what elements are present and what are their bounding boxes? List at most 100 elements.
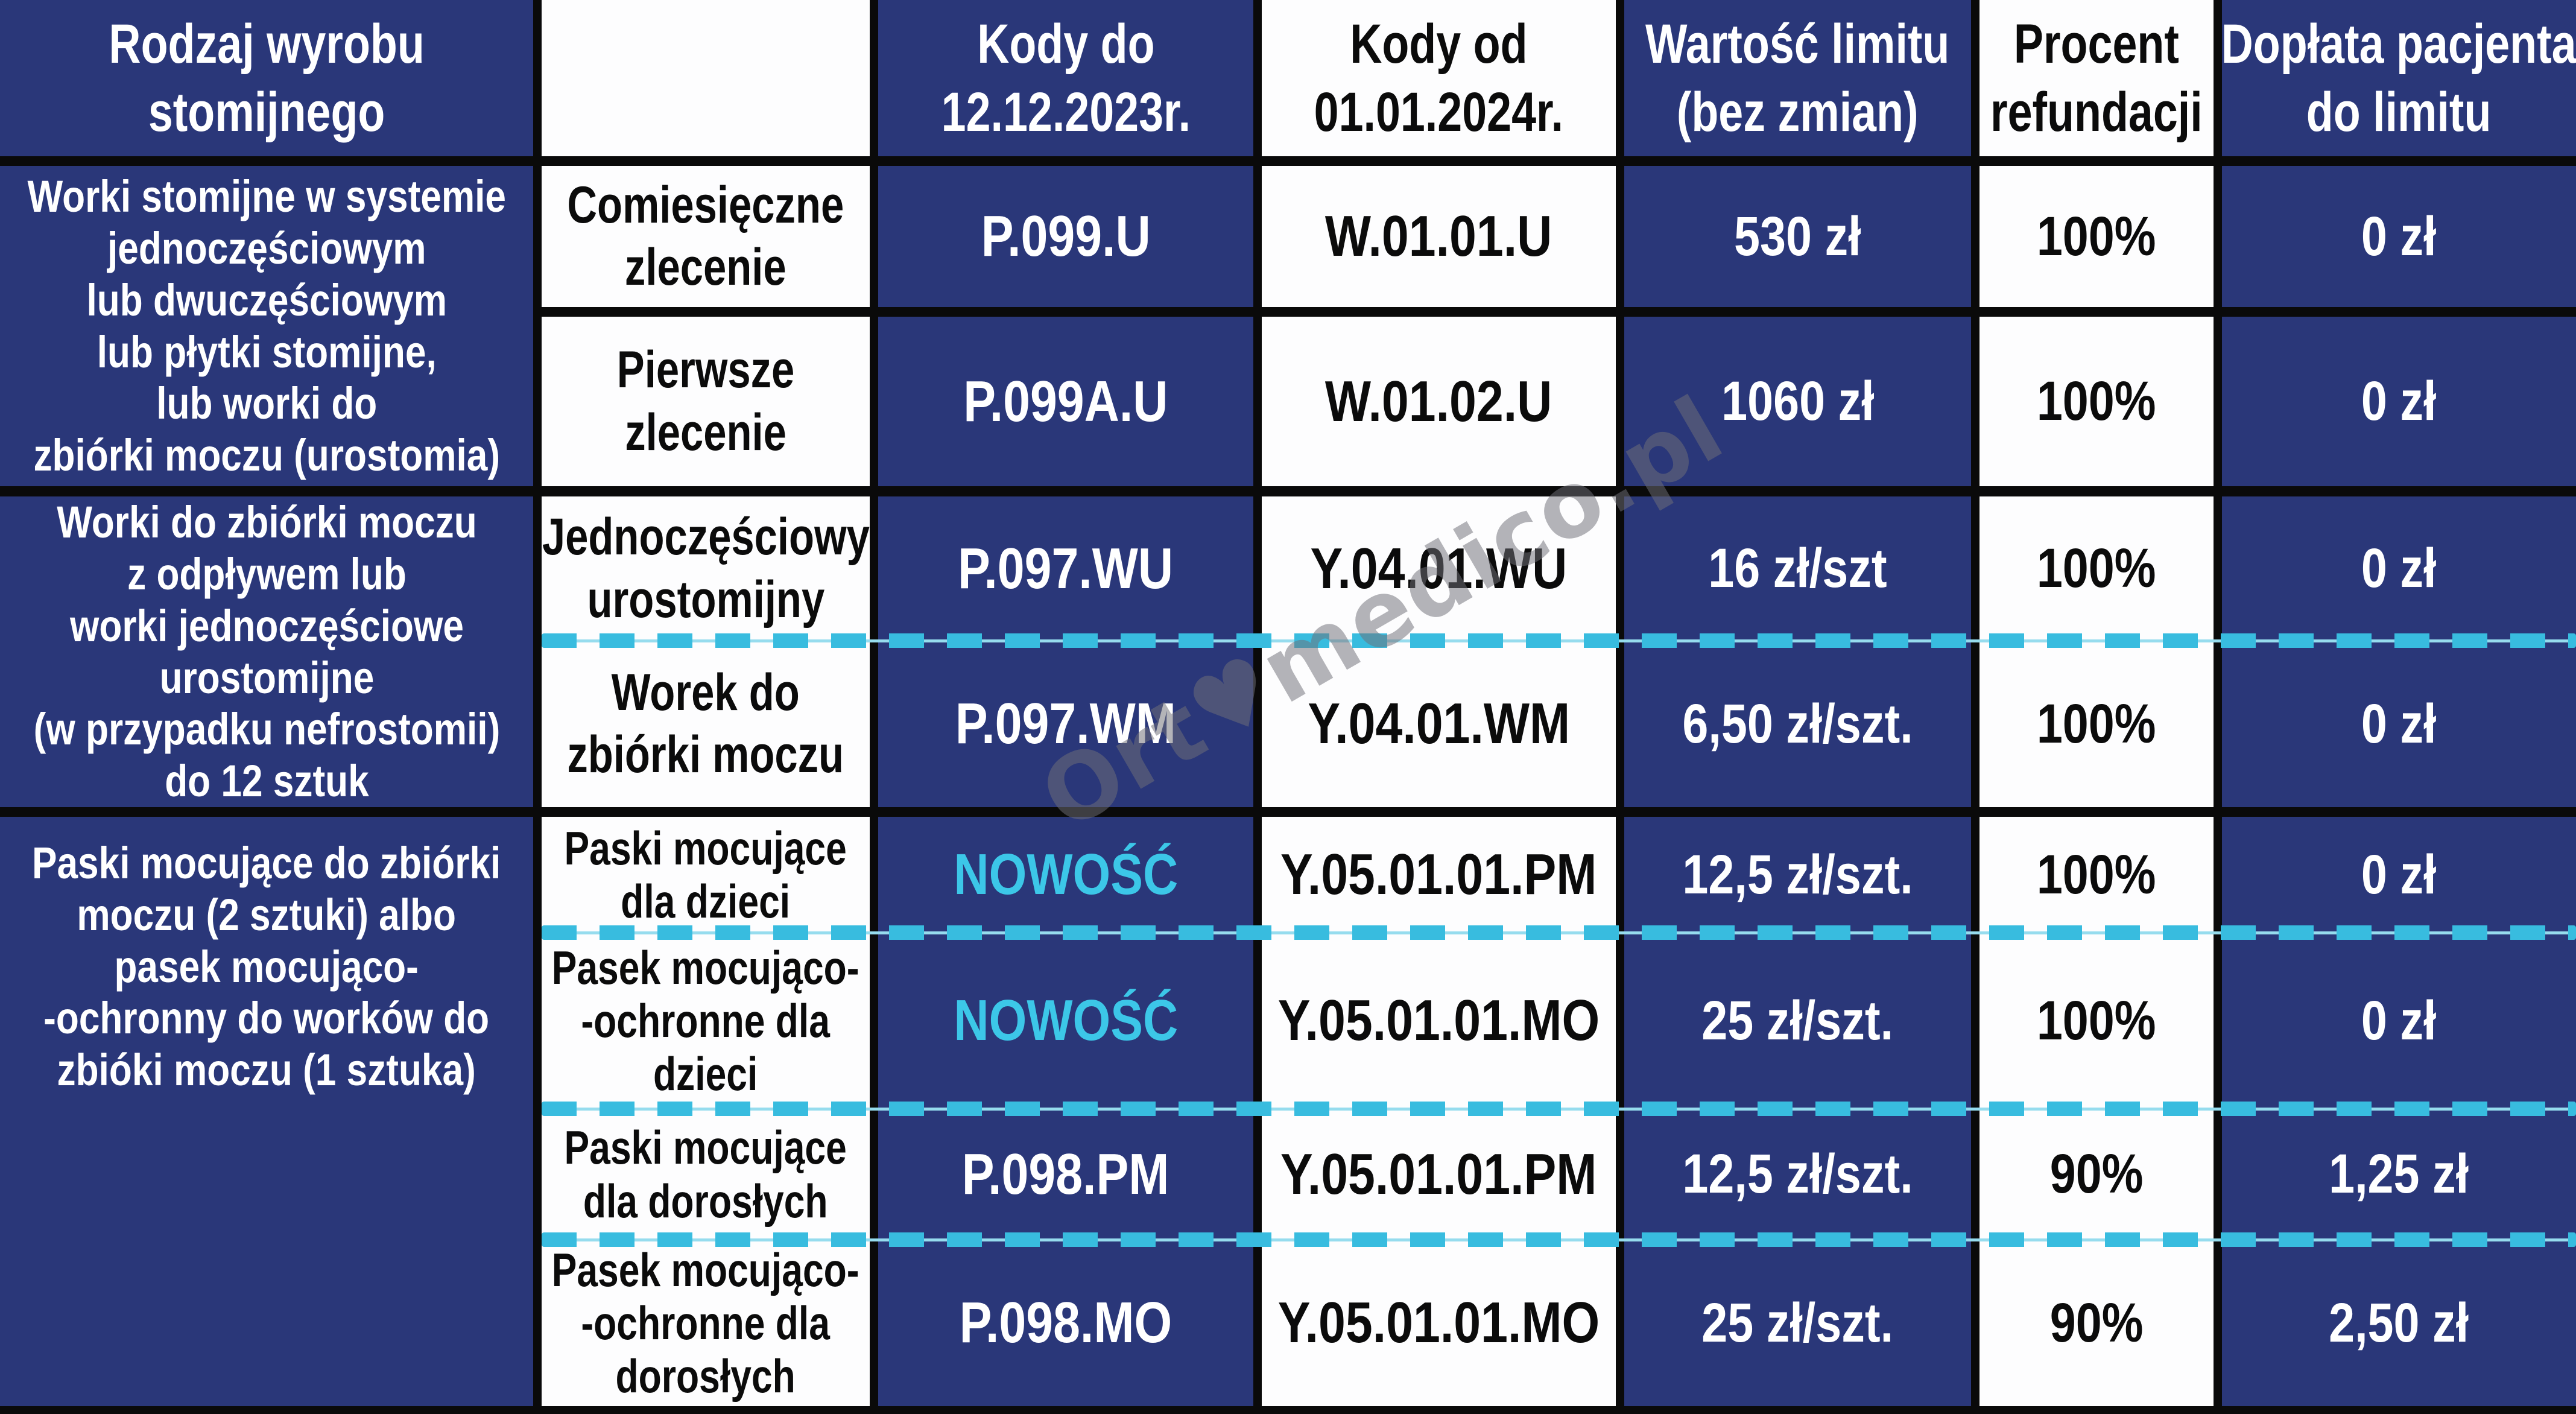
code-new-value: Y.04.01.WM <box>1308 691 1570 756</box>
cell-code-new: Y.05.01.01.MO <box>1262 1240 1616 1406</box>
header-refund-percent-cell: Procent refundacji <box>1979 0 2214 156</box>
cell-code-new: Y.05.01.01.PM <box>1262 1109 1616 1240</box>
cell-limit-value: 12,5 zł/szt. <box>1624 817 1971 933</box>
cell-refund-percent: 90% <box>1979 1109 2214 1240</box>
code-old-value: P.098.MO <box>959 1290 1172 1355</box>
cell-limit-value: 6,50 zł/szt. <box>1624 641 1971 807</box>
cell-code-new: Y.05.01.01.PM <box>1262 817 1616 933</box>
column-code-old: P.097.WU P.097.WM <box>878 496 1253 807</box>
grid-divider <box>533 817 542 1406</box>
cell-refund-percent: 100% <box>1979 496 2214 641</box>
column-order-type: Paski mocujące dla dzieci Pasek mocująco… <box>542 817 870 1406</box>
grid-divider <box>2214 496 2222 807</box>
grid-divider <box>533 166 542 486</box>
header-subtype-cell-empty <box>542 0 870 156</box>
header-codes-new: Kody od 01.01.2024r. <box>1314 13 1564 143</box>
code-new-value: Y.05.01.01.PM <box>1280 1141 1597 1206</box>
grid-divider <box>1616 817 1624 1406</box>
cell-patient-copay: 0 zł <box>2222 817 2576 933</box>
code-new-value: Y.04.01.WU <box>1310 536 1568 601</box>
limit-value: 25 zł/szt. <box>1701 989 1894 1051</box>
order-type-label: Jednoczęściowy urostomijny <box>542 508 870 629</box>
code-old-value: P.099A.U <box>963 369 1168 434</box>
group-2-product-cell: Worki do zbiórki moczu z odpływem lub wo… <box>0 496 533 807</box>
cell-order-type: Paski mocujące dla dorosłych <box>542 1109 870 1240</box>
cell-order-type: Paski mocujące dla dzieci <box>542 817 870 933</box>
code-old-value: P.099.U <box>981 204 1151 268</box>
grid-divider <box>0 156 2576 166</box>
grid-divider <box>0 807 2576 817</box>
patient-copay-value: 2,50 zł <box>2329 1292 2469 1354</box>
cell-limit-value: 25 zł/szt. <box>1624 933 1971 1109</box>
grid-divider <box>870 0 878 156</box>
cell-refund-percent: 90% <box>1979 1240 2214 1406</box>
order-type-label: Worek do zbiórki moczu <box>567 663 844 784</box>
header-codes-new-cell: Kody od 01.01.2024r. <box>1262 0 1616 156</box>
patient-copay-value: 0 zł <box>2361 205 2437 267</box>
cell-code-old: P.098.PM <box>878 1109 1253 1240</box>
refund-percent-value: 100% <box>2037 693 2156 755</box>
cell-limit-value: 1060 zł <box>1624 317 1971 486</box>
grid-divider <box>870 496 878 807</box>
grid-divider <box>1616 496 1624 807</box>
header-patient-copay: Dopłata pacjenta do limitu <box>2221 13 2576 143</box>
header-limit-value: Wartość limitu (bez zmian) <box>1645 13 1950 143</box>
column-refund-percent: 100% 100% <box>1979 166 2214 486</box>
cell-code-new: W.01.02.U <box>1262 317 1616 486</box>
patient-copay-value: 0 zł <box>2361 693 2437 755</box>
cell-code-old: P.099.U <box>878 166 1253 307</box>
cell-limit-value: 16 zł/szt <box>1624 496 1971 641</box>
group-1-product-label: Worki stomijne w systemie jednoczęściowy… <box>27 171 506 481</box>
group-3-product-cell: Paski mocujące do zbiórki moczu (2 sztuk… <box>0 817 533 1406</box>
limit-value: 12,5 zł/szt. <box>1682 843 1913 905</box>
cell-limit-value: 25 zł/szt. <box>1624 1240 1971 1406</box>
cell-code-old-new-product: NOWOŚĆ <box>878 933 1253 1109</box>
cell-limit-value: 12,5 zł/szt. <box>1624 1109 1971 1240</box>
order-type-label: Pasek mocująco- -ochronne dla dzieci <box>552 940 859 1101</box>
order-type-label: Paski mocujące dla dzieci <box>564 821 847 928</box>
cell-patient-copay: 0 zł <box>2222 166 2576 307</box>
code-new-value: W.01.01.U <box>1325 204 1552 268</box>
code-new-value: Y.05.01.01.PM <box>1280 842 1597 907</box>
cell-order-type: Comiesięczne zlecenie <box>542 166 870 307</box>
header-product-type-cell: Rodzaj wyrobu stomijnego <box>0 0 533 156</box>
grid-divider <box>2214 166 2222 486</box>
grid-divider <box>1253 817 1262 1406</box>
cell-code-old: P.097.WU <box>878 496 1253 641</box>
cell-order-type: Worek do zbiórki moczu <box>542 641 870 807</box>
header-codes-old: Kody do 12.12.2023r. <box>941 13 1191 143</box>
cell-limit-value: 530 zł <box>1624 166 1971 307</box>
group-1-product-cell: Worki stomijne w systemie jednoczęściowy… <box>0 166 533 486</box>
cell-patient-copay: 0 zł <box>2222 496 2576 641</box>
cell-code-old: P.098.MO <box>878 1240 1253 1406</box>
cell-code-new: Y.04.01.WU <box>1262 496 1616 641</box>
patient-copay-value: 0 zł <box>2361 989 2437 1051</box>
cell-code-old: P.097.WM <box>878 641 1253 807</box>
cell-patient-copay: 2,50 zł <box>2222 1240 2576 1406</box>
cell-order-type: Pasek mocująco- -ochronne dla dzieci <box>542 933 870 1109</box>
refund-percent-value: 100% <box>2037 205 2156 267</box>
cell-refund-percent: 100% <box>1979 166 2214 307</box>
column-patient-copay: 0 zł 0 zł <box>2222 166 2576 486</box>
refund-percent-value: 100% <box>2037 843 2156 905</box>
cell-refund-percent: 100% <box>1979 317 2214 486</box>
new-product-badge: NOWOŚĆ <box>954 988 1178 1053</box>
column-limit-value: 12,5 zł/szt. 25 zł/szt. 12,5 zł/szt. 25 … <box>1624 817 1971 1406</box>
code-old-value: P.098.PM <box>962 1141 1169 1206</box>
cell-code-new: Y.04.01.WM <box>1262 641 1616 807</box>
grid-divider <box>2214 817 2222 1406</box>
cell-refund-percent: 100% <box>1979 817 2214 933</box>
cell-code-old-new-product: NOWOŚĆ <box>878 817 1253 933</box>
header-limit-value-cell: Wartość limitu (bez zmian) <box>1624 0 1971 156</box>
grid-divider <box>1616 166 1624 486</box>
grid-divider <box>1971 496 1979 807</box>
grid-divider <box>1253 496 1262 807</box>
column-patient-copay: 0 zł 0 zł <box>2222 496 2576 807</box>
cell-code-new: W.01.01.U <box>1262 166 1616 307</box>
limit-value: 530 zł <box>1734 205 1861 267</box>
new-product-badge: NOWOŚĆ <box>954 842 1178 907</box>
refund-percent-value: 90% <box>2049 1292 2144 1354</box>
code-old-value: P.097.WM <box>955 691 1177 756</box>
grid-divider <box>542 307 2576 317</box>
column-code-new: W.01.01.U W.01.02.U <box>1262 166 1616 486</box>
